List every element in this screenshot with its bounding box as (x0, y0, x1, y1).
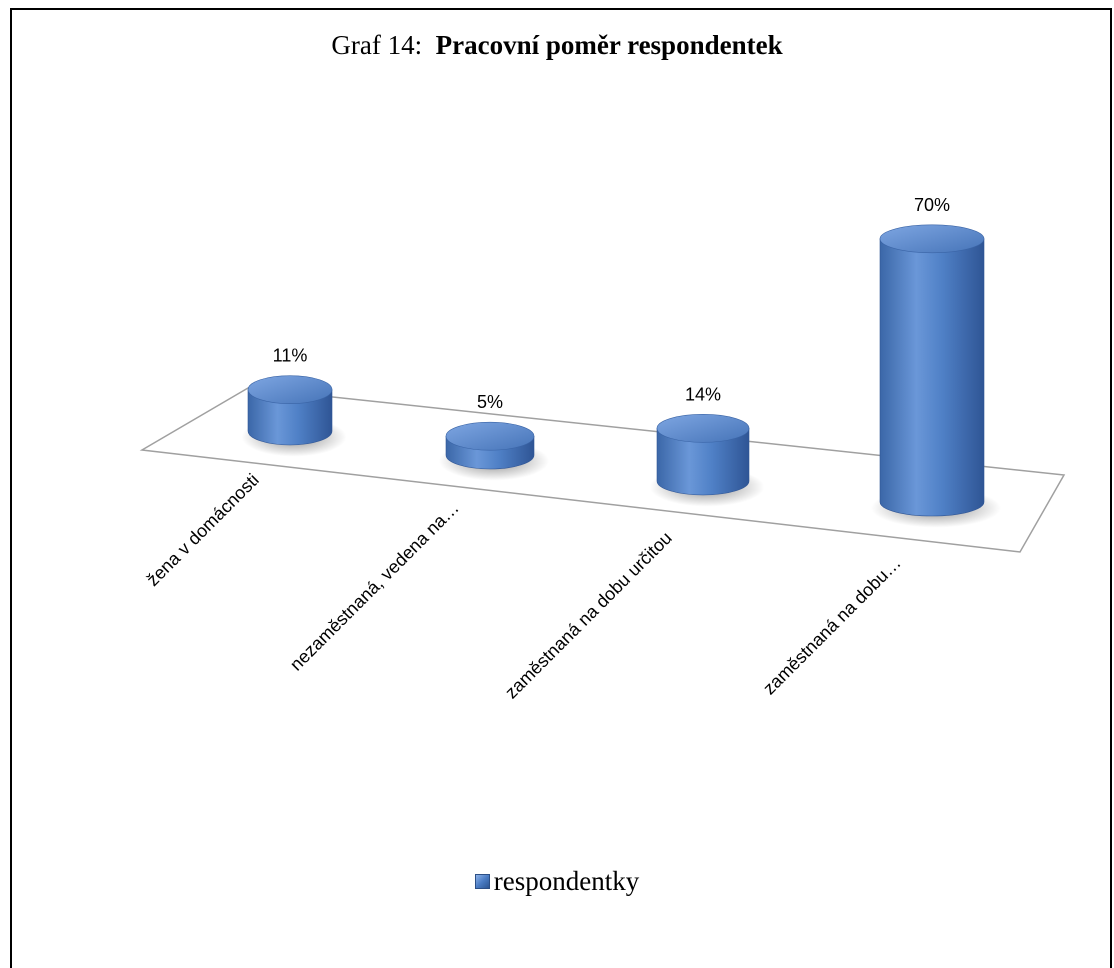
bar (656, 414, 750, 496)
category-label: zaměstnaná na dobu určitou (501, 528, 676, 703)
bar (247, 375, 333, 446)
bar-body (879, 238, 985, 517)
bar-top (656, 414, 750, 443)
data-label: 5% (477, 392, 503, 412)
legend-swatch (474, 874, 490, 889)
chart-title-main: Pracovní poměr respondentek (435, 30, 783, 60)
bar-top (879, 224, 985, 254)
category-label: zaměstnaná na dobu… (759, 553, 905, 699)
category-label: nezaměstnaná, vedena na… (286, 498, 463, 675)
legend-label: respondentky (493, 866, 640, 896)
chart-title: Graf 14: Pracovní poměr respondentek (0, 30, 1114, 61)
category-label: žena v domácnosti (143, 470, 263, 590)
bar-body (247, 389, 333, 446)
bar-top (247, 375, 333, 404)
legend: respondentky (0, 866, 1114, 897)
bar (879, 224, 985, 517)
data-label: 70% (914, 195, 950, 215)
bar-top (445, 421, 535, 451)
floor-plane (139, 387, 1066, 553)
data-label: 14% (685, 384, 721, 404)
bar-body (656, 428, 750, 496)
chart-title-prefix: Graf 14: (331, 30, 423, 60)
bar (445, 421, 535, 470)
data-label: 11% (273, 346, 308, 366)
